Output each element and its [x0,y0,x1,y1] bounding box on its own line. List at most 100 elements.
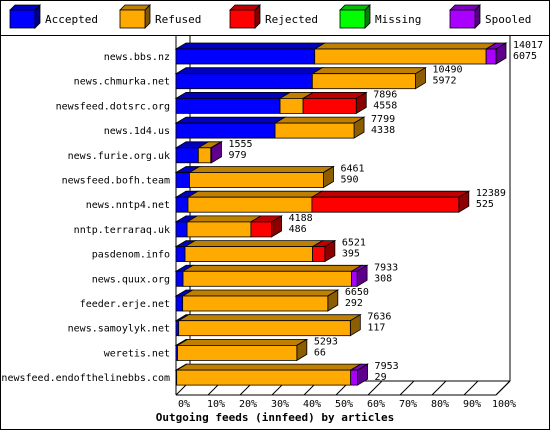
total-label: 12389 [476,188,506,199]
accepted-label: 525 [476,199,494,210]
legend-swatch [339,9,366,29]
bar-segment-accepted [174,42,327,65]
legend-swatch [449,9,476,29]
bar-segment-rejected [310,190,471,213]
category-label: nntp.terraraq.uk [74,225,170,236]
bar-segment-refused [183,240,325,263]
category-label: news.samoylyk.net [68,324,170,335]
bar-segment-refused [177,313,362,337]
bar-segment-refused [175,363,363,386]
total-label: 1555 [228,139,252,150]
bar-segment-accepted [174,166,201,188]
category-label: weretis.net [104,348,170,359]
bar-segment-rejected [301,91,368,115]
legend-label: Refused [155,13,201,26]
bar-segment-rejected [311,239,337,263]
bar-row-news-samoylyk-net [174,313,362,337]
bar-row-news-furie-org-uk [174,141,223,164]
legend-swatch [9,9,36,29]
bar-row-nntp-terraraq-uk [174,215,284,238]
category-label: newsfeed.dotsrc.org [56,101,170,112]
bar-segment-rejected [249,215,284,238]
legend-swatch [229,9,256,29]
total-label: 6650 [345,287,369,298]
x-tick-label: 20% [239,399,257,410]
x-tick-label: 30% [271,399,289,410]
category-label: news.nntp4.net [86,200,170,211]
total-label: 14017 [513,40,543,51]
category-label: feeder.erje.net [80,299,170,310]
category-label: newsfeed.endofthelinebbs.com [1,373,170,384]
bar-segment-refused [273,116,366,139]
floor-gridline [463,380,479,396]
x-tick-label: 60% [367,399,385,410]
bar-segment-refused [310,66,427,90]
accepted-label: 590 [341,175,359,186]
accepted-label: 4338 [371,125,395,136]
legend-label: Spooled [485,13,531,26]
bar-row-news-quux-org [174,264,369,288]
bar-row-news-bbs-nz [174,42,508,65]
category-label: news.1d4.us [104,126,170,137]
category-label: news.furie.org.uk [68,151,170,162]
bar-row-feeder-erje-net [174,289,340,312]
bar-segment-refused [181,289,340,312]
x-axis-label: Outgoing feeds (innfeed) by articles [156,411,394,424]
bar-segment-spooled [349,363,370,386]
legend-label: Accepted [45,13,98,26]
legend-label: Rejected [265,13,318,26]
x-axis-ticks: 0% 10% 20% 30% 40% 50% 60% 70% 80% 90% 100% [178,399,516,410]
accepted-label: 29 [375,372,387,383]
bar-segment-spooled [350,264,369,288]
bar-row-newsfeed-dotsrc-org [174,91,368,115]
category-label: pasdenom.info [92,250,170,261]
legend-swatch [119,9,146,29]
x-tick-label: 50% [335,399,353,410]
category-label: news.chmurka.net [74,77,170,88]
total-label: 10490 [432,65,462,76]
legend-item-rejected: Rejected [229,4,318,29]
bar-segment-refused [181,264,364,287]
bar-row-news-chmurka-net [174,66,427,90]
legend-item-missing: Missing [339,4,421,29]
x-tick-label: 10% [207,399,225,410]
x-tick-label: 90% [463,399,481,410]
category-labels: news.bbs.nz news.chmurka.net newsfeed.dots… [1,52,170,384]
accepted-label: 292 [345,298,363,309]
total-label: 6461 [341,164,365,175]
accepted-label: 6075 [513,51,537,62]
accepted-label: 4558 [373,100,397,111]
bar-segment-refused [313,42,498,65]
x-tick-label: 100% [492,399,516,410]
legend-item-refused: Refused [119,4,201,29]
legend-item-accepted: Accepted [9,4,98,29]
total-label: 7933 [374,262,398,273]
accepted-label: 117 [367,323,385,334]
bar-segment-accepted [174,116,287,139]
bar-segment-refused [188,165,335,189]
x-tick-label: 0% [178,399,190,410]
bar-row-newsfeed-bofh-team [174,165,335,189]
floor-gridline [367,380,383,396]
accepted-label: 979 [228,150,246,161]
legend-label: Missing [375,13,421,26]
bar-row-pasdenom-info [174,239,337,263]
floor-gridline [431,380,447,396]
accepted-label: 486 [289,224,307,235]
bars [174,42,508,386]
bar-segment-accepted [174,67,324,90]
